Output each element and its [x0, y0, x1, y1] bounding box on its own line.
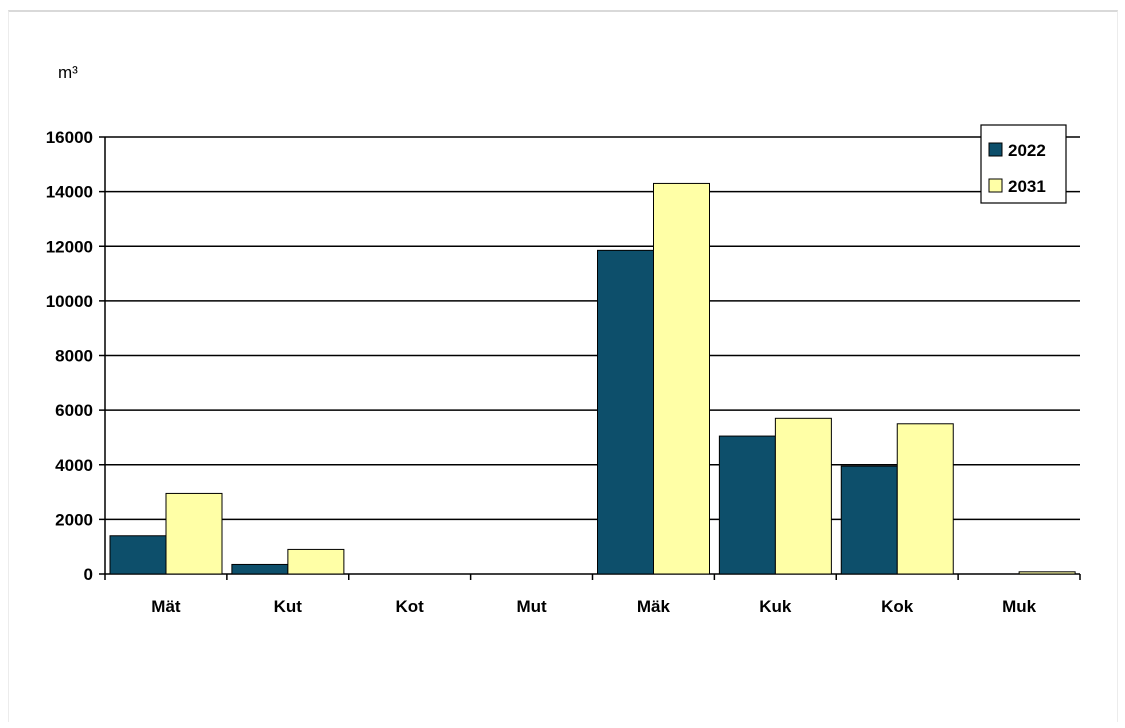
bar-2022-Kut — [231, 563, 289, 575]
bar-2031-Kuk — [774, 417, 832, 575]
y-tick-label: 0 — [84, 565, 93, 584]
y-tick-label: 2000 — [55, 510, 93, 529]
bar-2031-Mäk — [653, 182, 710, 575]
y-tick-label: 6000 — [55, 401, 93, 420]
y-tick-label: 12000 — [46, 237, 93, 256]
legend-label-2022: 2022 — [1008, 141, 1046, 160]
x-tick-label: Muk — [1002, 597, 1037, 616]
bar-2022-Kuk — [718, 435, 776, 575]
bar-2022-Mäk — [597, 249, 654, 575]
bar-2022-Mät — [109, 535, 167, 575]
bar-2031-Mät — [165, 492, 223, 575]
x-tick-label: Mut — [516, 597, 547, 616]
x-tick-label: Mät — [151, 597, 181, 616]
bar-2022-Kok — [840, 465, 898, 575]
x-tick-label: Kot — [396, 597, 425, 616]
y-tick-label: 16000 — [46, 128, 93, 147]
legend: 2022 2031 — [980, 124, 1067, 204]
bar-2031-Muk — [1018, 571, 1076, 575]
y-tick-label: 4000 — [55, 456, 93, 475]
legend-label-2031: 2031 — [1008, 177, 1046, 196]
x-tick-label: Kok — [881, 597, 914, 616]
x-tick-label: Kuk — [759, 597, 792, 616]
legend-swatch-2031 — [988, 178, 1003, 193]
y-tick-label: 10000 — [46, 292, 93, 311]
chart-frame — [8, 10, 1118, 722]
legend-swatch-2022 — [988, 142, 1003, 157]
bar-2031-Kok — [896, 423, 954, 575]
y-tick-label: 8000 — [55, 347, 93, 366]
y-tick-label: 14000 — [46, 183, 93, 202]
x-tick-label: Mäk — [637, 597, 671, 616]
bar-2031-Kut — [287, 548, 345, 575]
y-axis-unit-label: m³ — [58, 63, 78, 82]
gridlines — [105, 136, 1080, 521]
bars — [109, 182, 1076, 575]
x-tick-label: Kut — [274, 597, 303, 616]
